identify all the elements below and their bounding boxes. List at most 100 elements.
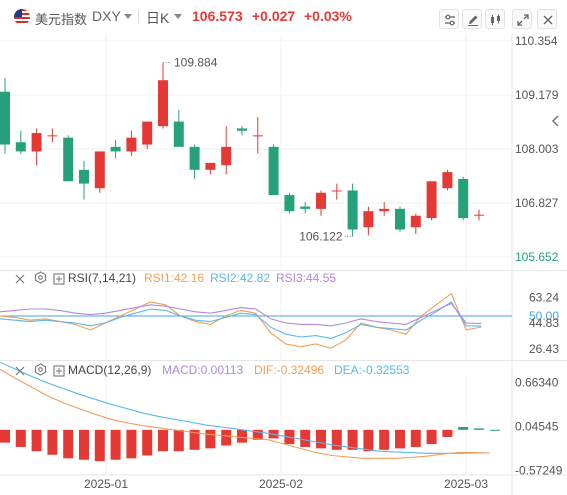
candle-body [300,206,311,209]
candle-body [410,215,421,228]
candle-body [142,121,153,145]
x-tick-label: 2025-01 [84,477,128,491]
rsi-y-tick-label: 26.43 [529,342,559,356]
indicator-list-icon[interactable] [53,272,65,290]
candle [252,116,263,154]
rsi-y-tick-label: 50.00 [529,309,559,323]
price-chart[interactable]: 110.354 109.179 108.003 106.827 105.652 109.8… [0,34,567,270]
macd-bar [316,429,326,449]
candle [126,130,137,157]
macd-chart[interactable]: 0.66340 0.04545 -0.57249 2025-01 2025-02 2025… [0,360,567,495]
candle-body [47,135,58,137]
collapse-icon[interactable] [14,364,26,382]
dif-label: DIF:-0.32496 [254,363,325,377]
candle [79,160,89,200]
macd-y-tick-label: 0.04545 [515,420,559,434]
macd-title: MACD(12,26,9) [68,363,152,377]
macd-bar [442,429,453,437]
instrument-name: 美元指数 [35,12,88,27]
price-change: +0.027 [252,8,296,24]
candle [94,151,105,193]
settings-gear-icon[interactable] [34,363,47,381]
macd-bar [110,429,121,460]
last-price: 106.573 [192,8,243,24]
candle-body [268,146,279,196]
macd-bar [347,429,358,450]
collapse-icon[interactable] [14,272,26,290]
candle-body [173,121,184,147]
candle [63,135,74,182]
candle [173,110,184,147]
candle [15,130,26,154]
candle [426,181,437,221]
high-annotation: 109.884 [174,56,218,70]
candle [237,126,247,136]
chart-header: 美元指数 DXY 日K 106.573 +0.027 +0.03% [0,0,567,34]
indicator-list-icon[interactable] [53,364,65,382]
macd-bar [79,429,89,460]
candle-body [15,142,26,152]
macd-bar [474,428,484,430]
candle [31,128,42,166]
macd-bar [158,429,168,452]
candle-body [63,137,74,182]
candle [142,121,153,150]
candle-body [110,146,121,152]
candle-body [442,172,453,189]
candle-body [316,192,326,209]
macd-bar [221,429,232,446]
close-button[interactable] [537,9,557,29]
macd-y-tick-label: -0.57249 [515,464,563,478]
indicator-button[interactable] [485,9,505,29]
candle-body [331,190,342,192]
price-y-tick-label: 106.827 [515,196,559,210]
macd-bar [237,429,247,443]
macd-bar [31,429,42,452]
rsi-series-line [0,302,482,327]
price-change-percent: +0.03% [304,8,352,24]
dif-line [0,368,490,459]
candle-body [158,80,168,127]
candle-body [205,162,216,170]
macd-bar [94,429,105,462]
symbol-chevron-down-icon[interactable] [124,14,132,19]
price-y-tick-label: 110.354 [515,34,558,48]
rsi-title: RSI(7,14,21) [68,271,137,285]
period-selector[interactable]: 日K [146,10,170,26]
macd-bar [426,429,437,445]
macd-bar [379,429,390,450]
candle [221,126,232,175]
candle-body [237,128,247,131]
low-annotation: 106.122 [299,229,343,243]
x-tick-label: 2025-03 [444,477,488,491]
candle-body [363,211,374,228]
close-icon [543,15,553,25]
period-chevron-down-icon[interactable] [174,14,182,19]
macd-bar [47,429,58,455]
macd-y-tick-label: 0.66340 [515,376,559,390]
candle [189,144,200,179]
candle [284,192,295,214]
macd-bar [189,429,200,450]
candle-body [31,133,42,152]
chart-settings-button[interactable] [439,9,459,29]
candle-body [252,135,263,137]
draw-icon [468,15,478,26]
chevron-left-icon[interactable] [548,110,564,132]
symbol-selector[interactable]: DXY [92,8,121,24]
candle [47,128,58,143]
fullscreen-button[interactable] [512,9,532,29]
candle-body [379,208,390,212]
draw-tool-button[interactable] [462,9,482,29]
rsi-y-tick-label: 44.83 [529,316,559,330]
candle [442,169,453,191]
us-flag-icon [14,9,30,25]
candle [379,201,390,216]
settings-gear-icon[interactable] [34,271,47,289]
candle [316,190,326,216]
macd-bar [142,429,153,456]
macd-bar [126,429,137,459]
price-y-tick-label: 108.003 [515,142,559,156]
